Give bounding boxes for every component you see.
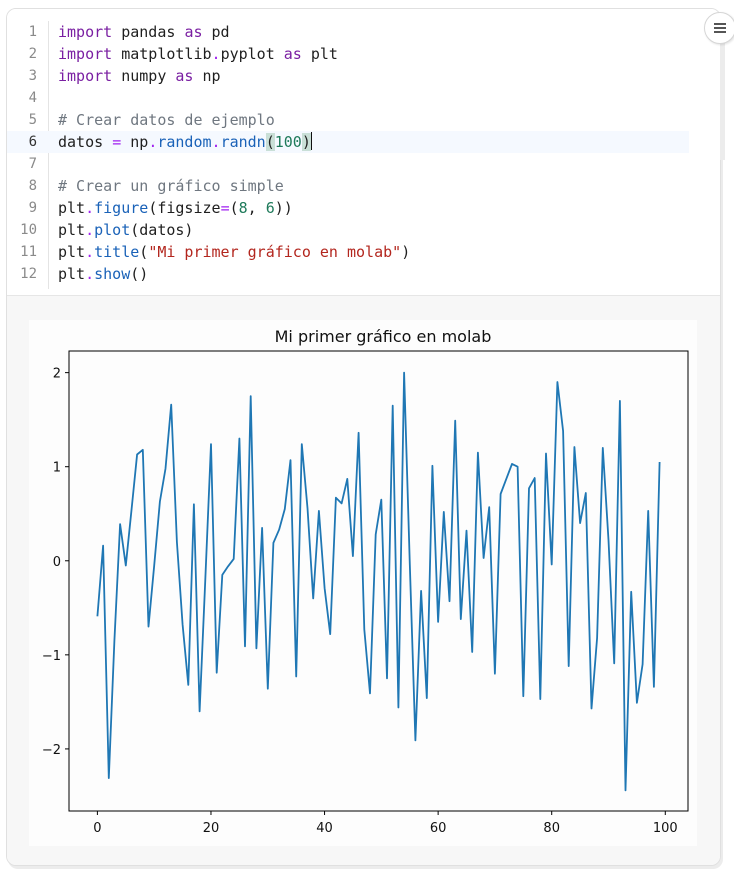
code-text: import numpy as np [58,67,221,85]
data-line [96,371,661,792]
cell-menu-button[interactable] [704,12,734,44]
line-number: 6 [28,134,37,150]
code-text: # Crear datos de ejemplo [58,111,275,129]
y-tick-label: 1 [53,461,61,476]
line-number: 9 [28,200,37,216]
hamburger-menu-icon [714,23,726,33]
gutter-divider [48,21,49,289]
code-line[interactable]: 12 plt.show() [7,263,689,285]
line-number: 7 [28,156,37,172]
code-line[interactable]: 8 # Crear un gráfico simple [7,175,689,197]
code-line[interactable]: 2 import matplotlib.pyplot as plt [7,43,689,65]
chart-title: Mi primer gráfico en molab [274,327,492,346]
code-text: plt.show() [58,265,149,283]
y-tick-label: −1 [42,649,61,664]
code-text: # Crear un gráfico simple [58,177,284,195]
line-number: 3 [28,68,37,84]
code-text: plt.title("Mi primer gráfico en molab") [58,243,411,261]
line-number: 5 [28,112,37,128]
code-line[interactable]: 4 [7,87,689,109]
code-line[interactable]: 1 import pandas as pd [7,21,689,43]
code-text: import pandas as pd [58,23,230,41]
code-text: plt.plot(datos) [58,221,194,239]
line-number: 12 [20,266,37,282]
x-tick-label: 20 [203,821,220,836]
x-tick-label: 100 [653,821,678,836]
line-number: 10 [20,222,37,238]
code-line[interactable]: 5 # Crear datos de ejemplo [7,109,689,131]
y-tick-label: 0 [53,555,61,570]
line-number: 1 [28,24,37,40]
axes-frame [68,350,689,812]
notebook-cell: 1 import pandas as pd 2 import matplotlib.p… [6,8,721,866]
scrollbar-track[interactable] [720,42,725,160]
code-text: plt.figure(figsize=(8, 6)) [58,199,293,217]
code-line[interactable]: 9 plt.figure(figsize=(8, 6)) [7,197,689,219]
code-text: datos = np.random.randn(100) [58,132,312,151]
y-tick-label: −2 [42,743,61,758]
x-tick-label: 0 [93,821,101,836]
line-number: 11 [20,244,37,260]
code-line[interactable]: 10 plt.plot(datos) [7,219,689,241]
code-line[interactable]: 3 import numpy as np [7,65,689,87]
code-text: import matplotlib.pyplot as plt [58,45,338,63]
line-number: 2 [28,46,37,62]
matplotlib-figure: −2 −1 0 1 2 0 20 40 60 80 100 Mi primer gráfico en… [29,320,697,846]
y-tick-label: 2 [53,367,61,382]
text-cursor [310,132,312,150]
code-line[interactable]: 7 [7,153,689,175]
code-line[interactable]: 6 datos = np.random.randn(100) [7,131,689,153]
x-tick-label: 60 [430,821,447,836]
cell-output-divider [7,295,720,296]
cell-output: −2 −1 0 1 2 0 20 40 60 80 100 Mi primer gráfico en… [7,296,720,865]
line-number: 4 [28,90,37,106]
line-number: 8 [28,178,37,194]
x-tick-label: 80 [543,821,560,836]
code-editor[interactable]: 1 import pandas as pd 2 import matplotlib.p… [7,9,720,295]
code-line[interactable]: 11 plt.title("Mi primer gráfico en molab"… [7,241,689,263]
x-tick-label: 40 [316,821,333,836]
